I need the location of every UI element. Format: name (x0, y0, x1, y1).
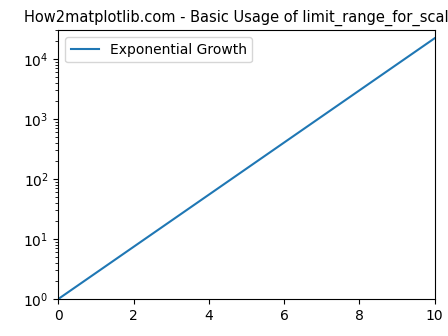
Exponential Growth (432, 36, 437, 40)
Exponential Growth (94, 270, 99, 275)
Exponential Growth (221, 182, 227, 186)
Line: Exponential Growth: Exponential Growth (58, 38, 435, 299)
Exponential Growth (208, 192, 213, 196)
Exponential Growth (314, 118, 319, 122)
Exponential Growth (349, 94, 354, 98)
Exponential Growth (356, 89, 361, 93)
Exponential Growth (56, 297, 61, 301)
Legend: Exponential Growth: Exponential Growth (65, 37, 252, 62)
Title: How2matplotlib.com - Basic Usage of limit_range_for_scale(): How2matplotlib.com - Basic Usage of limi… (24, 10, 448, 26)
